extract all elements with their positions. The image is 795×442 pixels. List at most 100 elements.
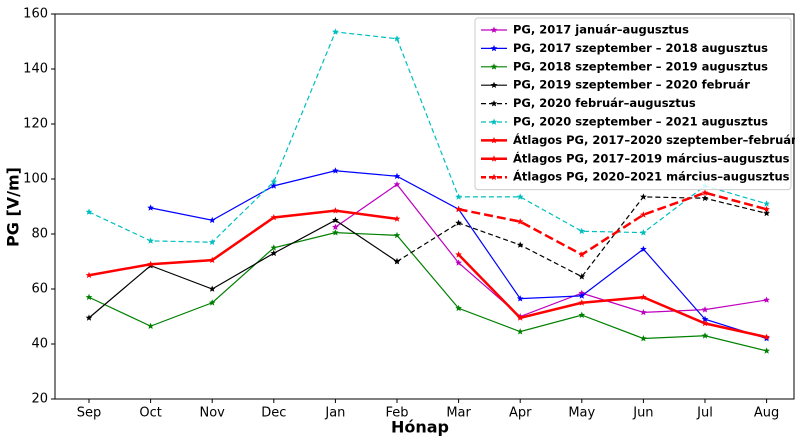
- legend-marker: [490, 63, 498, 70]
- point-marker: [578, 292, 586, 299]
- point-marker: [85, 208, 93, 215]
- point-marker: [516, 218, 524, 225]
- legend-marker: [490, 81, 498, 88]
- point-marker: [516, 328, 524, 335]
- point-marker: [763, 205, 770, 213]
- point-marker: [516, 193, 524, 200]
- series-line: [457, 253, 767, 339]
- point-marker: [455, 205, 462, 213]
- series-line: [396, 196, 767, 278]
- legend-label: PG, 2020 február–augusztus: [513, 96, 696, 110]
- point-marker: [393, 231, 401, 239]
- x-axis-label: Hónap: [391, 418, 449, 437]
- series-line: [88, 219, 398, 319]
- legend-label: PG, 2019 szeptember – 2020 február: [513, 78, 750, 92]
- x-tick-label: Aug: [754, 406, 779, 421]
- legend-box: [474, 17, 792, 191]
- point-marker: [332, 223, 339, 230]
- point-marker: [516, 314, 524, 321]
- point-marker: [85, 271, 93, 279]
- y-axis-label: PG [V/m]: [4, 167, 23, 247]
- point-marker: [640, 293, 647, 301]
- x-tick-label: Dec: [261, 406, 286, 421]
- point-marker: [455, 304, 462, 312]
- point-marker: [393, 35, 401, 42]
- point-marker: [640, 229, 647, 236]
- legend-label: Átlagos PG, 2020–2021 március–augusztus: [513, 169, 790, 184]
- point-marker: [147, 204, 154, 211]
- x-tick-label: May: [568, 406, 595, 421]
- legend-label: PG, 2017 szeptember – 2018 augusztus: [513, 41, 768, 55]
- point-marker: [578, 251, 586, 258]
- point-marker: [270, 249, 278, 257]
- point-marker: [332, 207, 339, 214]
- point-marker: [701, 332, 709, 339]
- point-marker: [332, 229, 339, 236]
- point-marker: [147, 260, 154, 268]
- point-marker: [640, 335, 647, 342]
- x-tick-label: Mar: [446, 406, 471, 421]
- point-marker: [208, 216, 216, 224]
- point-marker: [208, 238, 216, 246]
- point-marker: [763, 200, 770, 207]
- point-marker: [578, 273, 586, 280]
- point-marker: [85, 314, 93, 321]
- point-marker: [701, 306, 709, 313]
- point-marker: [640, 308, 647, 316]
- point-marker: [701, 189, 709, 196]
- point-marker: [578, 311, 586, 318]
- legend-label: PG, 2020 szeptember – 2021 augusztus: [513, 115, 768, 129]
- x-tick-label: Jul: [696, 406, 713, 421]
- legend-label: PG, 2017 január–augusztus: [513, 23, 689, 37]
- legend-marker: [490, 173, 498, 180]
- point-marker: [578, 227, 586, 235]
- series-line: [88, 209, 398, 277]
- point-marker: [701, 319, 709, 327]
- legend-label: Átlagos PG, 2017–2019 március–augusztus: [513, 150, 790, 165]
- legend-marker: [490, 136, 498, 144]
- point-marker: [455, 219, 462, 226]
- point-marker: [332, 216, 339, 224]
- y-tick-label: 40: [31, 337, 48, 352]
- y-tick-label: 100: [23, 172, 48, 187]
- series-line: [458, 191, 767, 257]
- point-marker: [455, 251, 462, 258]
- x-tick-label: Jan: [324, 406, 345, 421]
- point-marker: [393, 181, 401, 188]
- point-marker: [85, 293, 93, 301]
- y-tick-label: 20: [31, 392, 48, 407]
- legend-marker: [490, 44, 498, 52]
- x-tick-label: Sep: [77, 406, 102, 421]
- legend-label: Átlagos PG, 2017–2020 szeptember–február: [513, 132, 795, 147]
- point-marker: [516, 241, 524, 248]
- point-marker: [208, 285, 216, 292]
- point-marker: [640, 211, 647, 218]
- series-line: [335, 183, 767, 318]
- x-tick-label: Oct: [139, 406, 161, 421]
- legend-marker: [490, 26, 498, 33]
- point-marker: [516, 295, 524, 302]
- x-tick-label: Feb: [385, 406, 408, 421]
- legend-marker: [490, 118, 498, 125]
- point-marker: [270, 182, 278, 189]
- point-marker: [270, 244, 278, 251]
- point-marker: [701, 315, 709, 323]
- point-marker: [455, 193, 462, 200]
- point-marker: [763, 333, 770, 340]
- series-line: [88, 232, 767, 352]
- point-marker: [332, 28, 339, 35]
- y-tick-label: 160: [23, 7, 48, 22]
- point-marker: [270, 214, 278, 221]
- point-marker: [393, 172, 401, 180]
- x-tick-label: Jun: [632, 406, 653, 421]
- point-marker: [393, 215, 401, 222]
- legend-marker: [490, 100, 498, 107]
- point-marker: [208, 256, 216, 263]
- point-marker: [763, 209, 770, 217]
- point-marker: [640, 245, 647, 252]
- point-marker: [147, 322, 154, 329]
- legend-label: PG, 2018 szeptember – 2019 augusztus: [513, 59, 768, 73]
- x-tick-label: Nov: [200, 406, 226, 421]
- point-marker: [763, 296, 770, 303]
